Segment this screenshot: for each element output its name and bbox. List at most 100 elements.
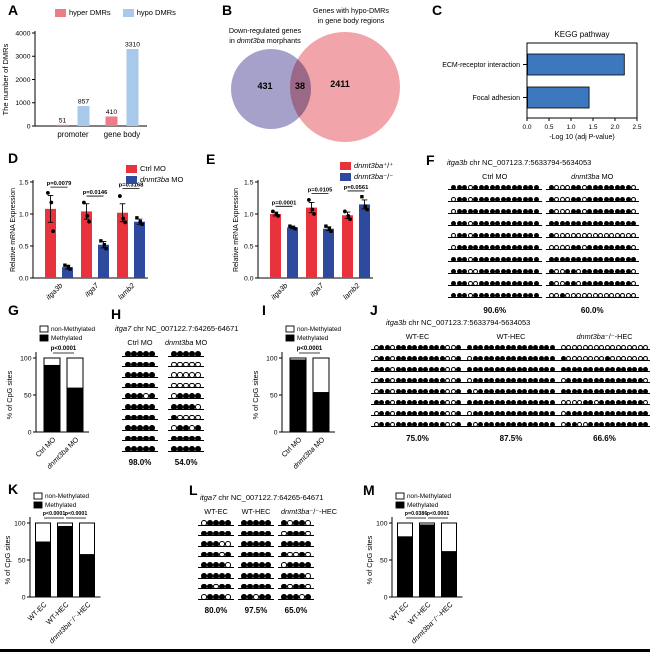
group-header: WT-HEC <box>497 332 526 341</box>
cpg-site-unmethylated <box>554 209 559 214</box>
cpg-site-unmethylated <box>631 293 636 298</box>
cpg-site-unmethylated <box>588 345 594 350</box>
legend-swatch <box>340 172 351 181</box>
cpg-site-methylated <box>219 520 225 526</box>
cpg-site-methylated <box>603 245 609 250</box>
text-segment: dnmt3ba <box>236 36 265 46</box>
cpg-site-methylated <box>281 583 287 590</box>
cpg-site-methylated <box>143 351 149 357</box>
legend-label: non-Methylated <box>407 493 451 500</box>
cpg-site-methylated <box>462 281 467 286</box>
methylation-row <box>122 414 158 422</box>
cpg-site-methylated <box>505 389 511 394</box>
cpg-site-methylated <box>253 572 259 579</box>
value-label: 857 <box>78 99 90 106</box>
cpg-site-unmethylated <box>467 257 473 262</box>
cpg-site-methylated <box>505 345 511 350</box>
cpg-site-methylated <box>625 269 631 274</box>
y-tick-label: 0 <box>384 594 388 601</box>
cpg-site-methylated <box>527 356 533 361</box>
panel-j-methylation-grid: itga3b chr NC_007123.7:5633794-5634053 WT… <box>370 318 650 443</box>
cpg-site-methylated <box>610 422 616 427</box>
text-segment: MO <box>169 175 184 184</box>
cpg-site-methylated <box>299 541 305 547</box>
cpg-site-methylated <box>609 281 614 286</box>
cpg-site-methylated <box>533 345 539 350</box>
plot-frame <box>526 42 638 119</box>
y-tick-label: 1.0 <box>244 211 254 218</box>
cpg-site-methylated <box>395 356 401 361</box>
cpg-site-methylated <box>472 378 478 383</box>
cpg-site-methylated <box>207 530 213 537</box>
cpg-site-methylated <box>516 356 522 361</box>
cpg-site-methylated <box>517 257 522 262</box>
cpg-site-methylated <box>522 269 528 274</box>
cpg-site-unmethylated <box>554 197 559 202</box>
p-value: p<0.0001 <box>297 346 323 352</box>
bar <box>117 212 128 278</box>
cpg-site-methylated <box>610 378 616 383</box>
methylation-row <box>545 232 639 239</box>
cpg-site-methylated <box>478 197 484 202</box>
cpg-site-methylated <box>609 209 614 214</box>
x-category-label: itga3b <box>269 281 289 301</box>
bar <box>527 53 625 76</box>
cpg-site-methylated <box>149 382 155 389</box>
methylation-row <box>168 414 205 422</box>
cpg-site-methylated <box>516 400 522 405</box>
cpg-site-methylated <box>548 269 554 274</box>
cpg-site-methylated <box>576 245 581 250</box>
cpg-site-methylated <box>247 572 253 579</box>
data-point <box>51 229 55 234</box>
cpg-site-methylated <box>528 269 533 274</box>
cpg-site-methylated <box>131 351 137 357</box>
cpg-site-methylated <box>587 209 592 214</box>
legend-swatch <box>126 164 137 173</box>
cpg-site-methylated <box>483 411 489 416</box>
cpg-site-unmethylated <box>450 411 456 416</box>
cpg-site-methylated <box>506 257 511 262</box>
panel-k-chart: 0 50 100 % of CpG sites non-Methylated Methyl… <box>3 492 101 645</box>
cpg-site-unmethylated <box>554 233 559 238</box>
venn-overlap-count: 38 <box>294 81 305 91</box>
cpg-site-methylated <box>219 530 225 537</box>
text-segment: MO <box>193 338 208 347</box>
cpg-site-methylated <box>528 293 533 298</box>
cpg-site-unmethylated <box>559 209 565 214</box>
cpg-site-methylated <box>560 389 566 394</box>
methylation-row <box>557 366 650 373</box>
cpg-site-methylated <box>183 446 189 452</box>
cpg-site-methylated <box>201 541 207 547</box>
cpg-site-unmethylated <box>473 281 478 286</box>
cpg-site-methylated <box>467 345 473 350</box>
group-header: Ctrl MO <box>127 338 152 347</box>
cpg-site-methylated <box>632 400 638 405</box>
cpg-site-methylated <box>483 400 489 405</box>
methylation-group: Ctrl MO 98.0% <box>122 338 158 467</box>
data-point <box>138 219 142 224</box>
text-segment: dnmt3ba <box>165 338 194 347</box>
cpg-site-methylated <box>637 411 643 416</box>
label-line: in gene body regions <box>286 16 416 26</box>
cpg-site-methylated <box>533 197 539 202</box>
cpg-site-unmethylated <box>570 233 576 238</box>
cpg-site-methylated <box>495 293 500 298</box>
cpg-site-methylated <box>533 293 539 298</box>
cpg-site-methylated <box>599 422 605 427</box>
x-tick-label: 2.5 <box>632 124 641 131</box>
cpg-site-methylated <box>473 221 478 226</box>
data-point <box>140 222 144 226</box>
cpg-site-methylated <box>201 551 207 558</box>
cpg-site-unmethylated <box>620 233 625 238</box>
data-point <box>288 224 292 228</box>
bar <box>342 215 353 278</box>
methylation-row <box>168 350 205 358</box>
methylation-percent: 90.6% <box>483 306 507 315</box>
cpg-site-methylated <box>241 572 247 579</box>
cpg-site-methylated <box>506 197 511 202</box>
cpg-site-methylated <box>533 209 539 214</box>
cpg-site-methylated <box>247 530 253 537</box>
methylation-row <box>122 435 158 443</box>
cpg-site-methylated <box>620 269 625 274</box>
panel-b-label: B <box>222 2 233 18</box>
